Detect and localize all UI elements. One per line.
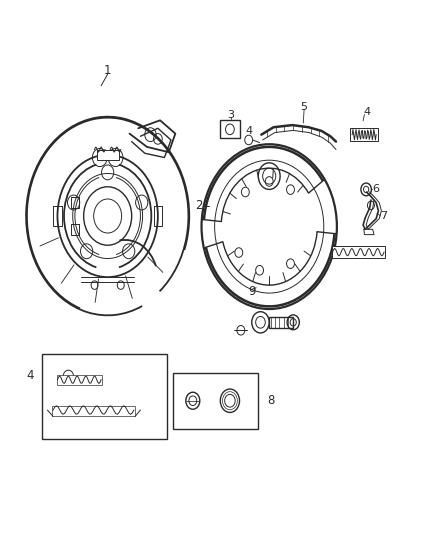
Bar: [97, 150, 119, 160]
Text: 4: 4: [363, 107, 370, 117]
Text: 5: 5: [300, 102, 307, 112]
Text: 3: 3: [227, 110, 234, 120]
Text: 8: 8: [268, 394, 275, 407]
Bar: [220, 120, 240, 139]
Bar: [42, 354, 166, 439]
Text: 7: 7: [381, 211, 388, 221]
Bar: [173, 373, 258, 429]
Bar: [332, 246, 385, 258]
Text: 2: 2: [196, 199, 203, 212]
Text: 4: 4: [26, 369, 34, 382]
Text: 1: 1: [104, 64, 111, 77]
Text: 9: 9: [248, 285, 255, 298]
Bar: [52, 406, 135, 416]
Bar: [350, 128, 378, 141]
Text: 6: 6: [373, 184, 380, 195]
Bar: [57, 375, 102, 385]
Text: 4: 4: [245, 126, 252, 136]
Bar: [269, 317, 293, 328]
